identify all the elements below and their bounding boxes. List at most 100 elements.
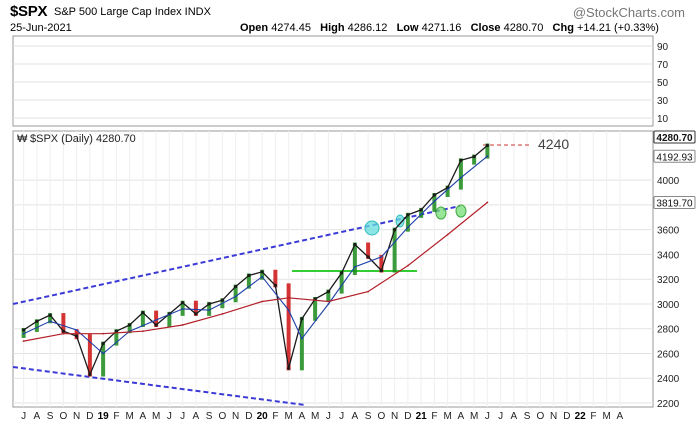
data-point (300, 317, 304, 321)
price-bar (472, 154, 477, 165)
data-point (102, 332, 104, 335)
badge-label: 3819.70 (656, 198, 693, 209)
series-line (23, 145, 488, 377)
price-bar (193, 300, 198, 316)
x-tick-label: D (563, 411, 570, 422)
indicator-tick-label: 50 (657, 78, 669, 89)
x-tick-label: J (21, 411, 26, 422)
data-point (181, 301, 185, 305)
y-tick-label: 2600 (657, 349, 680, 360)
x-tick-label: O (218, 411, 226, 422)
indicator-ticks: 90 70 50 30 10 (657, 42, 669, 125)
legend-title: $SPX (Daily) 4280.70 (30, 133, 136, 145)
price-badge: 4280.70 (653, 130, 696, 144)
data-point (326, 290, 330, 294)
data-point (354, 265, 356, 268)
x-tick-label: A (193, 411, 200, 422)
data-point (340, 271, 344, 275)
data-point (114, 329, 118, 333)
data-point (234, 285, 238, 289)
x-tick-label: A (458, 411, 465, 422)
chg-value: +14.21 (+0.33%) (577, 22, 659, 34)
indicator-tick-label: 70 (657, 60, 669, 71)
price-bar (260, 269, 265, 280)
x-tick-label: M (125, 411, 133, 422)
x-tick-label: F (590, 411, 596, 422)
data-point (221, 313, 224, 315)
x-tick-label: J (339, 411, 344, 422)
y-tick-label: 2400 (657, 374, 680, 385)
indicator-tick-label: 10 (657, 114, 669, 125)
data-point (181, 324, 184, 326)
touch-marker (395, 214, 405, 228)
x-tick-label: A (140, 411, 147, 422)
data-point (419, 208, 423, 212)
data-point (433, 200, 436, 203)
data-point (380, 256, 383, 258)
price-bar (140, 310, 145, 327)
data-point (393, 228, 397, 232)
data-point (327, 300, 330, 303)
series-layer (21, 143, 490, 377)
data-point (155, 319, 158, 321)
price-bar (286, 283, 291, 371)
data-point (287, 309, 290, 311)
data-point (301, 337, 303, 340)
data-point (459, 158, 463, 162)
data-point (485, 143, 489, 148)
y-tick-label: 3200 (657, 275, 680, 286)
y-tick-label: 3000 (657, 300, 680, 311)
data-point (260, 270, 264, 274)
touch-marker (455, 204, 467, 218)
data-point (49, 320, 51, 323)
x-tick-label: N (73, 411, 80, 422)
lower-trendline (12, 366, 306, 406)
x-tick-label: M (443, 411, 451, 422)
data-point (194, 312, 198, 316)
x-tick-label: A (352, 411, 359, 422)
badge-box (653, 130, 696, 144)
data-point (22, 340, 25, 342)
data-point (154, 323, 158, 327)
x-tick-label: J (167, 411, 172, 422)
data-point (102, 352, 104, 355)
close-value: 4280.70 (503, 22, 544, 34)
data-point (207, 302, 211, 306)
x-tick-label: F (113, 411, 119, 422)
price-bar (207, 301, 212, 316)
price-badges: 4280.70 4192.93 3819.70 (653, 130, 696, 209)
touch-marker (364, 220, 380, 236)
price-bar (233, 284, 238, 303)
price-target-annotation: 4240 (538, 136, 569, 152)
price-bar (339, 271, 344, 294)
data-point (273, 283, 277, 287)
price-bar (392, 227, 397, 273)
price-panel (12, 130, 654, 408)
data-point (208, 309, 211, 311)
close-label: Close (470, 22, 501, 34)
x-tick-label: S (47, 411, 54, 422)
x-tick-label: O (59, 411, 67, 422)
data-point (366, 255, 370, 259)
x-tick-label: D (245, 411, 252, 422)
legend-glyph: ₩ (17, 133, 28, 145)
data-point (432, 193, 436, 197)
x-tick-label: 20 (257, 411, 269, 422)
price-bar (313, 297, 318, 321)
data-point (406, 213, 410, 217)
x-tick-label: S (365, 411, 372, 422)
price-axis-ticks: 4000380036003400320030002800260024002200 (657, 176, 680, 410)
quote-date: 25-Jun-2021 (10, 22, 72, 34)
touch-marker (435, 206, 447, 220)
price-bar (299, 316, 304, 371)
data-point (75, 334, 79, 338)
data-point (142, 330, 144, 333)
ticker-description: S&P 500 Large Cap Index INDX (54, 6, 211, 18)
data-point (75, 329, 78, 331)
indicator-tick-label: 30 (657, 96, 669, 107)
price-bar (273, 269, 278, 288)
price-bar (405, 212, 410, 232)
data-point (407, 264, 409, 267)
price-bar (87, 334, 92, 377)
